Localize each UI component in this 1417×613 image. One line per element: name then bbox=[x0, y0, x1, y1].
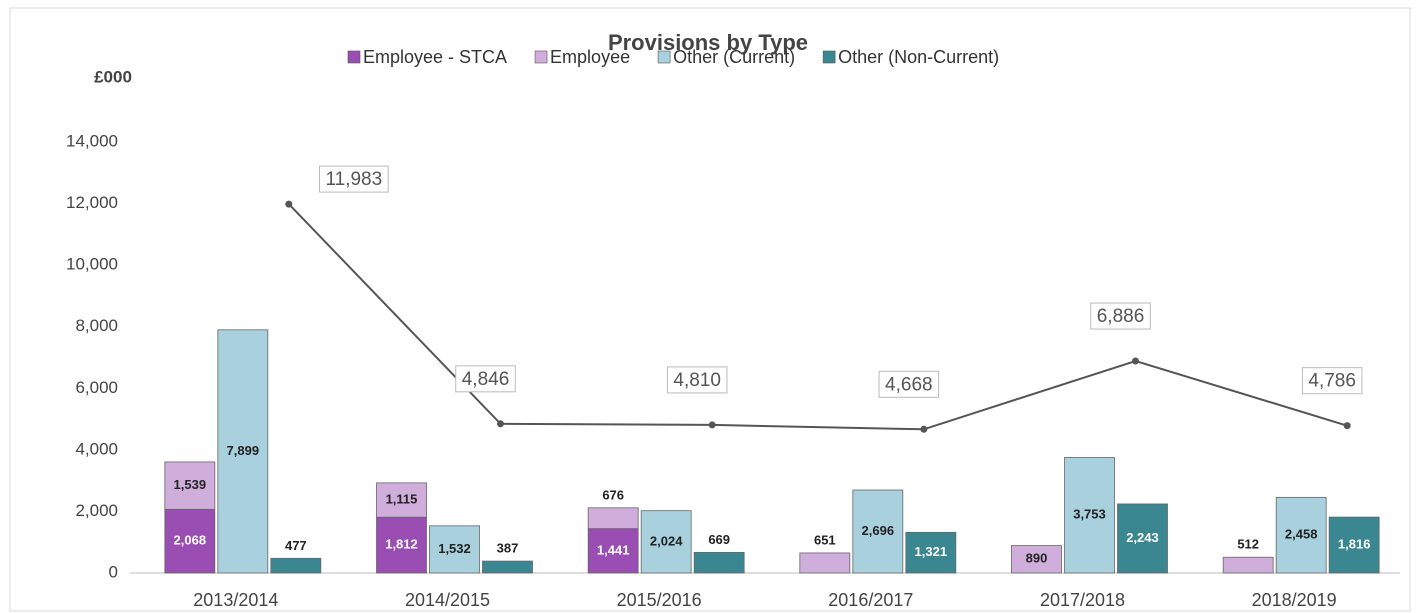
data-label: 669 bbox=[708, 532, 730, 547]
total-label-box bbox=[666, 366, 728, 394]
bar bbox=[482, 560, 533, 574]
total-label-box bbox=[878, 370, 940, 398]
total-label-box bbox=[1301, 367, 1363, 395]
total-label: 4,668 bbox=[885, 374, 933, 395]
data-label: 387 bbox=[497, 541, 519, 556]
bar bbox=[852, 489, 904, 574]
total-point bbox=[1343, 422, 1351, 430]
data-label: 676 bbox=[602, 487, 624, 502]
y-tick-label: 12,000 bbox=[66, 193, 118, 212]
data-label: 1,812 bbox=[385, 537, 418, 552]
data-label: 1,532 bbox=[438, 541, 471, 556]
data-label: 7,899 bbox=[227, 443, 260, 458]
bar bbox=[376, 516, 427, 574]
y-tick-label: 2,000 bbox=[75, 501, 118, 520]
data-label: 1,321 bbox=[915, 544, 948, 559]
total-point bbox=[285, 200, 293, 208]
y-tick-label: 0 bbox=[109, 562, 118, 581]
total-label: 4,786 bbox=[1308, 371, 1356, 392]
x-tick-label: 2015/2016 bbox=[617, 590, 702, 610]
x-tick-label: 2014/2015 bbox=[405, 590, 490, 610]
legend-label: Other (Current) bbox=[673, 47, 795, 67]
data-label: 3,753 bbox=[1073, 507, 1106, 522]
data-label: 1,115 bbox=[386, 491, 418, 506]
total-label: 11,983 bbox=[325, 169, 382, 190]
data-label: 651 bbox=[814, 532, 836, 547]
data-label: 2,458 bbox=[1285, 527, 1318, 542]
legend-swatch bbox=[822, 50, 836, 64]
data-label: 477 bbox=[285, 538, 307, 553]
data-label: 1,539 bbox=[174, 477, 207, 492]
data-label: 2,696 bbox=[862, 523, 895, 538]
total-point bbox=[920, 425, 928, 433]
bar bbox=[1328, 516, 1380, 574]
data-label: 2,068 bbox=[174, 533, 207, 548]
data-label: 512 bbox=[1237, 537, 1259, 552]
total-point bbox=[708, 421, 716, 429]
legend-label: Employee bbox=[550, 47, 630, 67]
x-tick-label: 2018/2019 bbox=[1252, 590, 1337, 610]
bar bbox=[1011, 545, 1062, 574]
data-label: 890 bbox=[1026, 551, 1048, 566]
data-label: 2,243 bbox=[1126, 530, 1159, 545]
y-axis-label: £000 bbox=[94, 67, 132, 86]
bar bbox=[587, 528, 639, 574]
y-tick-label: 6,000 bbox=[75, 378, 118, 397]
bar bbox=[1275, 496, 1327, 574]
legend-swatch bbox=[534, 50, 548, 64]
y-tick-label: 14,000 bbox=[66, 131, 118, 150]
bar bbox=[1222, 556, 1274, 574]
y-tick-label: 8,000 bbox=[75, 316, 118, 335]
chart-title: Provisions by Type bbox=[608, 30, 808, 55]
bar bbox=[693, 552, 745, 574]
bar bbox=[1117, 503, 1168, 574]
data-label: 2,024 bbox=[650, 533, 683, 548]
bar bbox=[429, 525, 480, 574]
bar bbox=[587, 507, 639, 530]
bar bbox=[905, 531, 957, 574]
total-label: 4,846 bbox=[462, 369, 510, 390]
bar bbox=[1064, 457, 1115, 574]
total-label-box bbox=[455, 365, 516, 393]
bar bbox=[270, 557, 322, 574]
data-label: 1,816 bbox=[1338, 536, 1371, 551]
bar bbox=[164, 461, 216, 510]
bar bbox=[376, 482, 427, 518]
bar bbox=[640, 510, 692, 574]
total-label: 6,886 bbox=[1097, 306, 1145, 327]
total-label-box bbox=[318, 165, 389, 193]
total-label-box bbox=[1090, 302, 1151, 330]
total-point bbox=[497, 420, 504, 428]
legend-swatch bbox=[347, 50, 361, 64]
legend-label: Employee - STCA bbox=[363, 47, 507, 67]
bar bbox=[799, 552, 851, 574]
legend-label: Other (Non-Current) bbox=[838, 47, 999, 67]
total-point bbox=[1132, 357, 1139, 365]
x-tick-label: 2013/2014 bbox=[193, 590, 278, 610]
x-tick-label: 2016/2017 bbox=[828, 590, 913, 610]
y-tick-label: 4,000 bbox=[75, 439, 118, 458]
legend-swatch bbox=[657, 50, 671, 64]
total-label: 4,810 bbox=[673, 370, 721, 391]
bar bbox=[217, 329, 269, 574]
x-tick-label: 2017/2018 bbox=[1040, 590, 1125, 610]
bar bbox=[164, 508, 216, 574]
data-label: 1,441 bbox=[597, 542, 630, 557]
y-tick-label: 10,000 bbox=[66, 255, 118, 274]
